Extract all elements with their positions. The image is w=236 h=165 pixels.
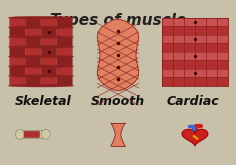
Ellipse shape (8, 65, 74, 67)
Bar (112, 124, 124, 125)
Bar (162, 26, 228, 35)
Bar (162, 35, 228, 43)
Bar (162, 18, 228, 86)
Bar (114, 129, 122, 130)
Ellipse shape (8, 55, 74, 58)
FancyBboxPatch shape (25, 57, 41, 66)
Text: Skeletal: Skeletal (15, 96, 72, 108)
Bar (113, 142, 123, 143)
Bar (115, 132, 121, 133)
Bar (113, 127, 123, 128)
Bar (114, 128, 122, 129)
Ellipse shape (15, 130, 25, 139)
Ellipse shape (8, 36, 74, 38)
FancyBboxPatch shape (10, 18, 25, 27)
Ellipse shape (41, 130, 50, 139)
FancyBboxPatch shape (57, 18, 72, 27)
Bar (111, 145, 125, 146)
Text: Smooth: Smooth (91, 96, 145, 108)
FancyBboxPatch shape (10, 28, 25, 37)
FancyBboxPatch shape (25, 47, 41, 56)
Bar (113, 140, 123, 141)
Bar (162, 60, 228, 69)
Bar (115, 133, 121, 134)
FancyBboxPatch shape (25, 28, 41, 37)
FancyBboxPatch shape (25, 67, 41, 76)
FancyBboxPatch shape (57, 67, 72, 76)
Bar (115, 135, 121, 136)
FancyBboxPatch shape (57, 47, 72, 56)
Bar (115, 131, 121, 132)
FancyBboxPatch shape (41, 18, 57, 27)
Bar (113, 126, 123, 127)
Bar (114, 130, 122, 131)
Polygon shape (182, 129, 208, 146)
Bar (114, 138, 122, 139)
FancyBboxPatch shape (41, 37, 57, 47)
Bar (162, 43, 228, 52)
FancyBboxPatch shape (41, 67, 57, 76)
Bar (114, 137, 122, 138)
Bar (113, 125, 123, 126)
Bar (162, 69, 228, 77)
FancyBboxPatch shape (57, 37, 72, 47)
FancyBboxPatch shape (24, 132, 39, 137)
FancyBboxPatch shape (19, 130, 45, 138)
FancyBboxPatch shape (10, 76, 25, 85)
Bar (115, 136, 121, 137)
Text: Types of muscle: Types of muscle (50, 13, 186, 28)
Bar (112, 143, 124, 144)
Ellipse shape (8, 46, 74, 48)
Bar (162, 18, 228, 26)
FancyBboxPatch shape (10, 67, 25, 76)
FancyBboxPatch shape (10, 37, 25, 47)
Bar (111, 123, 125, 124)
Ellipse shape (8, 16, 74, 19)
FancyBboxPatch shape (25, 18, 41, 27)
FancyBboxPatch shape (41, 57, 57, 66)
FancyBboxPatch shape (57, 28, 72, 37)
Bar (162, 77, 228, 86)
Bar (111, 144, 125, 145)
FancyBboxPatch shape (10, 57, 25, 66)
Bar (113, 141, 123, 142)
Bar (115, 134, 121, 135)
Bar (114, 139, 122, 140)
FancyBboxPatch shape (41, 47, 57, 56)
FancyBboxPatch shape (25, 76, 41, 85)
Text: Cardiac: Cardiac (166, 96, 219, 108)
Polygon shape (97, 19, 139, 91)
Ellipse shape (8, 26, 74, 29)
FancyBboxPatch shape (10, 47, 25, 56)
FancyBboxPatch shape (25, 37, 41, 47)
FancyBboxPatch shape (41, 28, 57, 37)
FancyBboxPatch shape (41, 76, 57, 85)
FancyBboxPatch shape (57, 76, 72, 85)
Bar (162, 52, 228, 60)
FancyBboxPatch shape (57, 57, 72, 66)
Ellipse shape (8, 75, 74, 77)
Ellipse shape (8, 84, 74, 87)
